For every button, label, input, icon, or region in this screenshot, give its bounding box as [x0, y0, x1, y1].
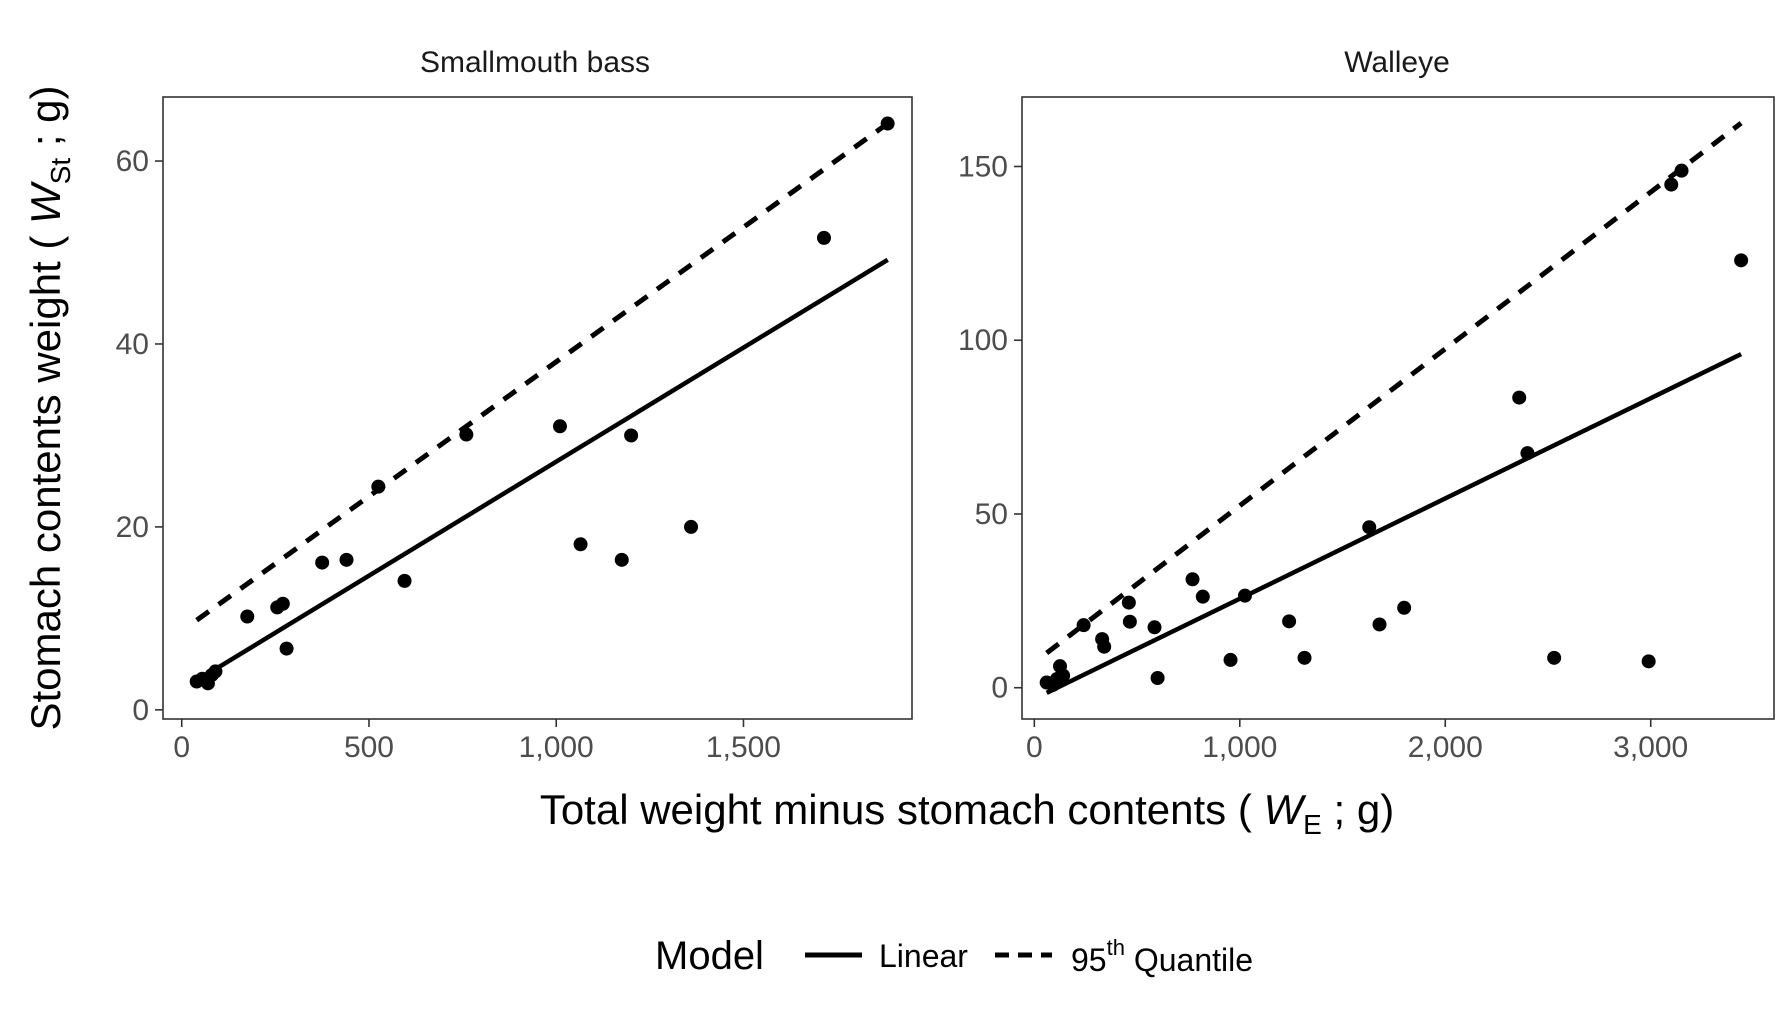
linear-line-walleye — [1045, 352, 1743, 695]
data-point-walleye — [1076, 618, 1091, 633]
y-axis-title-var: W — [22, 181, 69, 224]
legend-quantile-prefix: 95 — [1071, 942, 1107, 978]
x-tick-label-walleye: 3,000 — [1613, 731, 1688, 764]
data-point-walleye — [1056, 668, 1071, 683]
y-tick-label-smallmouth-bass: 60 — [116, 145, 149, 178]
quantile-line-walleye — [1045, 121, 1743, 655]
x-tick-label-smallmouth-bass: 500 — [344, 731, 394, 764]
panel-walleye: Walleye 0 1,000 2,000 3,000 0 50 100 150 — [958, 46, 1775, 764]
y-tick-label-walleye: 150 — [958, 150, 1008, 183]
data-point-walleye — [1185, 572, 1200, 587]
x-axis-title: Total weight minus stomach contents ( WE… — [540, 786, 1394, 840]
x-axis-smallmouth-bass: 0 500 1,000 1,500 — [173, 719, 781, 764]
data-point-walleye — [1223, 652, 1238, 667]
legend-quantile-suffix: Quantile — [1125, 942, 1253, 978]
data-point-walleye — [1147, 620, 1162, 635]
data-point-walleye — [1097, 639, 1112, 654]
x-axis-title-main: Total weight minus stomach contents ( — [540, 786, 1264, 833]
y-axis-title: Stomach contents weight ( WSt ; g) — [22, 85, 76, 730]
x-tick-label-walleye: 0 — [1026, 731, 1043, 764]
data-point-walleye — [1297, 650, 1312, 665]
x-axis-title-end: ; g) — [1322, 786, 1394, 833]
y-axis-smallmouth-bass: 0 20 40 60 — [116, 145, 163, 727]
data-point-smallmouth-bass — [208, 664, 223, 679]
panel-border-smallmouth-bass — [162, 96, 913, 720]
data-point-smallmouth-bass — [279, 641, 294, 656]
fit-lines-walleye — [1045, 121, 1743, 695]
data-point-walleye — [1362, 520, 1377, 535]
y-axis-title-sub: St — [45, 158, 76, 185]
linear-line-smallmouth-bass — [195, 257, 889, 683]
x-tick-label-walleye: 2,000 — [1408, 731, 1483, 764]
y-tick-label-walleye: 100 — [958, 324, 1008, 357]
data-point-smallmouth-bass — [315, 555, 330, 570]
legend-label-quantile: 95th Quantile — [1071, 935, 1253, 978]
y-axis-title-end: ; g) — [22, 85, 69, 157]
data-point-smallmouth-bass — [573, 537, 588, 552]
data-point-walleye — [1121, 595, 1136, 610]
y-tick-label-smallmouth-bass: 40 — [116, 328, 149, 361]
legend-quantile-sup: th — [1107, 935, 1125, 960]
data-point-walleye — [1150, 670, 1165, 685]
data-point-smallmouth-bass — [684, 519, 699, 534]
data-point-walleye — [1512, 390, 1527, 405]
x-axis-walleye: 0 1,000 2,000 3,000 — [1026, 719, 1688, 764]
data-point-walleye — [1195, 589, 1210, 604]
y-tick-label-smallmouth-bass: 20 — [116, 511, 149, 544]
data-point-smallmouth-bass — [614, 552, 629, 567]
legend: Model Linear 95th Quantile — [655, 934, 1253, 978]
points-walleye — [1039, 163, 1749, 692]
data-point-walleye — [1674, 163, 1689, 178]
y-tick-label-smallmouth-bass: 0 — [132, 694, 149, 727]
data-point-walleye — [1664, 177, 1679, 192]
y-tick-label-walleye: 0 — [991, 672, 1008, 705]
data-point-smallmouth-bass — [880, 116, 895, 131]
x-axis-title-var: W — [1263, 786, 1306, 833]
data-point-walleye — [1734, 253, 1749, 268]
y-axis-title-main: Stomach contents weight ( — [22, 224, 69, 731]
data-point-walleye — [1520, 446, 1535, 461]
x-tick-label-walleye: 1,000 — [1202, 731, 1277, 764]
legend-title: Model — [655, 934, 764, 978]
data-point-walleye — [1237, 588, 1252, 603]
data-point-smallmouth-bass — [552, 419, 567, 434]
data-point-walleye — [1372, 617, 1387, 632]
data-point-smallmouth-bass — [275, 596, 290, 611]
fit-lines-smallmouth-bass — [195, 121, 890, 683]
data-point-smallmouth-bass — [240, 609, 255, 624]
data-point-walleye — [1641, 654, 1656, 669]
data-point-smallmouth-bass — [459, 427, 474, 442]
data-point-smallmouth-bass — [371, 479, 386, 494]
points-smallmouth-bass — [189, 116, 895, 691]
panel-title-walleye: Walleye — [1344, 46, 1450, 79]
data-point-smallmouth-bass — [397, 573, 412, 588]
data-point-walleye — [1547, 650, 1562, 665]
data-point-walleye — [1397, 600, 1412, 615]
x-tick-label-smallmouth-bass: 1,500 — [706, 731, 781, 764]
x-tick-label-smallmouth-bass: 0 — [173, 731, 190, 764]
panel-smallmouth-bass: Smallmouth bass 0 500 1,000 1,500 0 20 40 60 — [116, 46, 913, 764]
data-point-smallmouth-bass — [624, 428, 639, 443]
quantile-line-smallmouth-bass — [195, 121, 890, 623]
data-point-walleye — [1282, 614, 1297, 629]
y-tick-label-walleye: 50 — [975, 498, 1008, 531]
y-axis-walleye: 0 50 100 150 — [958, 150, 1022, 705]
data-point-walleye — [1122, 614, 1137, 629]
x-axis-title-sub: E — [1303, 809, 1322, 840]
x-tick-label-smallmouth-bass: 1,000 — [519, 731, 594, 764]
panel-border-walleye — [1021, 96, 1775, 720]
data-point-smallmouth-bass — [339, 552, 354, 567]
panel-title-smallmouth-bass: Smallmouth bass — [420, 46, 650, 79]
legend-label-linear: Linear — [879, 938, 968, 974]
data-point-smallmouth-bass — [816, 230, 831, 245]
